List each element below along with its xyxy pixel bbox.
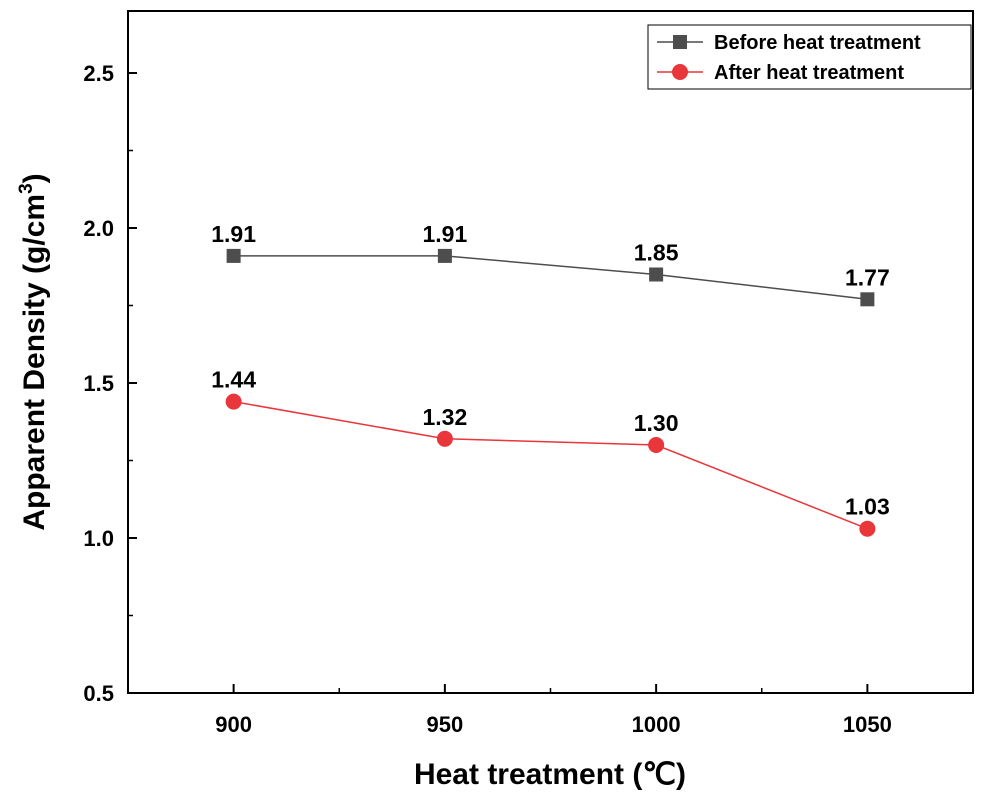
data-point-before — [860, 292, 875, 307]
legend-box — [647, 24, 972, 90]
plot-frame — [127, 10, 974, 694]
data-point-before — [226, 248, 241, 263]
y-tick-label: 1.5 — [83, 371, 114, 396]
data-point-after — [436, 430, 453, 447]
y-axis-title-close: ) — [18, 173, 51, 183]
data-label-before: 1.91 — [211, 221, 256, 247]
legend-marker-after — [672, 64, 688, 80]
legend-marker-before — [673, 35, 687, 49]
y-axis-title: Apparent Density (g/cm3) — [16, 173, 51, 530]
data-label-after: 1.32 — [422, 404, 467, 430]
data-label-before: 1.77 — [845, 264, 890, 290]
data-point-after — [859, 520, 876, 537]
y-axis-title-main: Apparent Density (g/cm — [18, 194, 51, 531]
legend-label-after: After heat treatment — [714, 62, 904, 84]
data-label-before: 1.91 — [422, 221, 467, 247]
x-tick-label: 1000 — [632, 712, 681, 737]
series-line-before — [233, 255, 868, 301]
series-line-after — [233, 400, 868, 530]
y-axis: 0.5 1.0 1.5 2.0 2.5 — [83, 61, 137, 706]
y-tick-label: 0.5 — [83, 681, 114, 706]
data-label-after: 1.44 — [211, 367, 256, 393]
y-tick-label: 1.0 — [83, 526, 114, 551]
data-point-after — [225, 393, 242, 410]
data-label-before: 1.85 — [634, 240, 679, 266]
y-axis-title-superscript: 3 — [16, 183, 37, 194]
data-point-before — [649, 267, 664, 282]
x-tick-label: 900 — [215, 712, 252, 737]
x-tick-label: 1050 — [843, 712, 892, 737]
data-label-after: 1.03 — [845, 494, 890, 520]
x-axis-title: Heat treatment (℃) — [414, 758, 686, 791]
x-tick-label: 950 — [427, 712, 464, 737]
data-point-after — [648, 437, 665, 453]
data-point-before — [437, 248, 452, 263]
data-label-layer: 1.91 1.91 1.85 1.77 1.44 1.32 1.30 1.03 — [211, 221, 890, 520]
data-label-after: 1.30 — [634, 410, 679, 436]
y-tick-label: 2.0 — [83, 216, 114, 241]
y-tick-label: 2.5 — [83, 61, 114, 86]
legend-label-before: Before heat treatment — [714, 32, 921, 54]
legend: Before heat treatment After heat treatme… — [647, 24, 972, 90]
x-axis: 900 950 1000 1050 — [215, 684, 892, 737]
series-layer — [225, 248, 876, 537]
